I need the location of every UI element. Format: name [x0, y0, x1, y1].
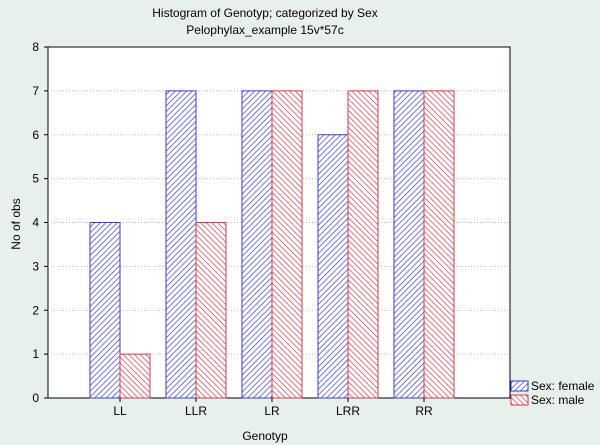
y-tick-label: 3 — [32, 259, 39, 273]
bar-male-llr — [195, 222, 227, 399]
chart-subtitle: Pelophylax_example 15v*57c — [186, 23, 343, 37]
bar-male-ll — [119, 353, 151, 399]
y-tick-label: 8 — [32, 40, 39, 54]
legend-label-male: Sex: male — [531, 393, 585, 407]
y-tick-label: 7 — [32, 84, 39, 98]
legend-swatch-female — [510, 380, 529, 392]
bar-female-rr — [393, 90, 425, 399]
x-tick-label: LRR — [336, 404, 360, 418]
bar-female-lrr — [317, 134, 349, 399]
y-axis-ticks: 0 1 2 3 4 5 6 7 8 — [32, 40, 48, 405]
x-tick-label: RR — [415, 404, 433, 418]
y-axis-label: No of obs — [9, 198, 23, 249]
y-tick-label: 0 — [32, 391, 39, 405]
chart-title: Histogram of Genotyp; categorized by Sex — [152, 6, 377, 20]
x-tick-label: LR — [264, 404, 280, 418]
y-tick-label: 5 — [32, 172, 39, 186]
legend-swatch-male — [510, 394, 529, 406]
bar-male-rr — [423, 90, 455, 399]
y-tick-label: 2 — [32, 303, 39, 317]
bars — [89, 90, 455, 399]
legend-label-female: Sex: female — [531, 379, 595, 393]
bar-male-lrr — [347, 90, 379, 399]
y-tick-label: 1 — [32, 347, 39, 361]
bar-male-lr — [271, 90, 303, 399]
x-tick-label: LLR — [185, 404, 207, 418]
x-axis-label: Genotyp — [242, 429, 288, 443]
bar-female-ll — [89, 222, 121, 399]
y-tick-label: 4 — [32, 216, 39, 230]
x-axis-ticks: LL LLR LR LRR RR — [113, 398, 433, 418]
y-tick-label: 6 — [32, 128, 39, 142]
x-tick-label: LL — [113, 404, 127, 418]
bar-female-lr — [241, 90, 273, 399]
bar-female-llr — [165, 90, 197, 399]
